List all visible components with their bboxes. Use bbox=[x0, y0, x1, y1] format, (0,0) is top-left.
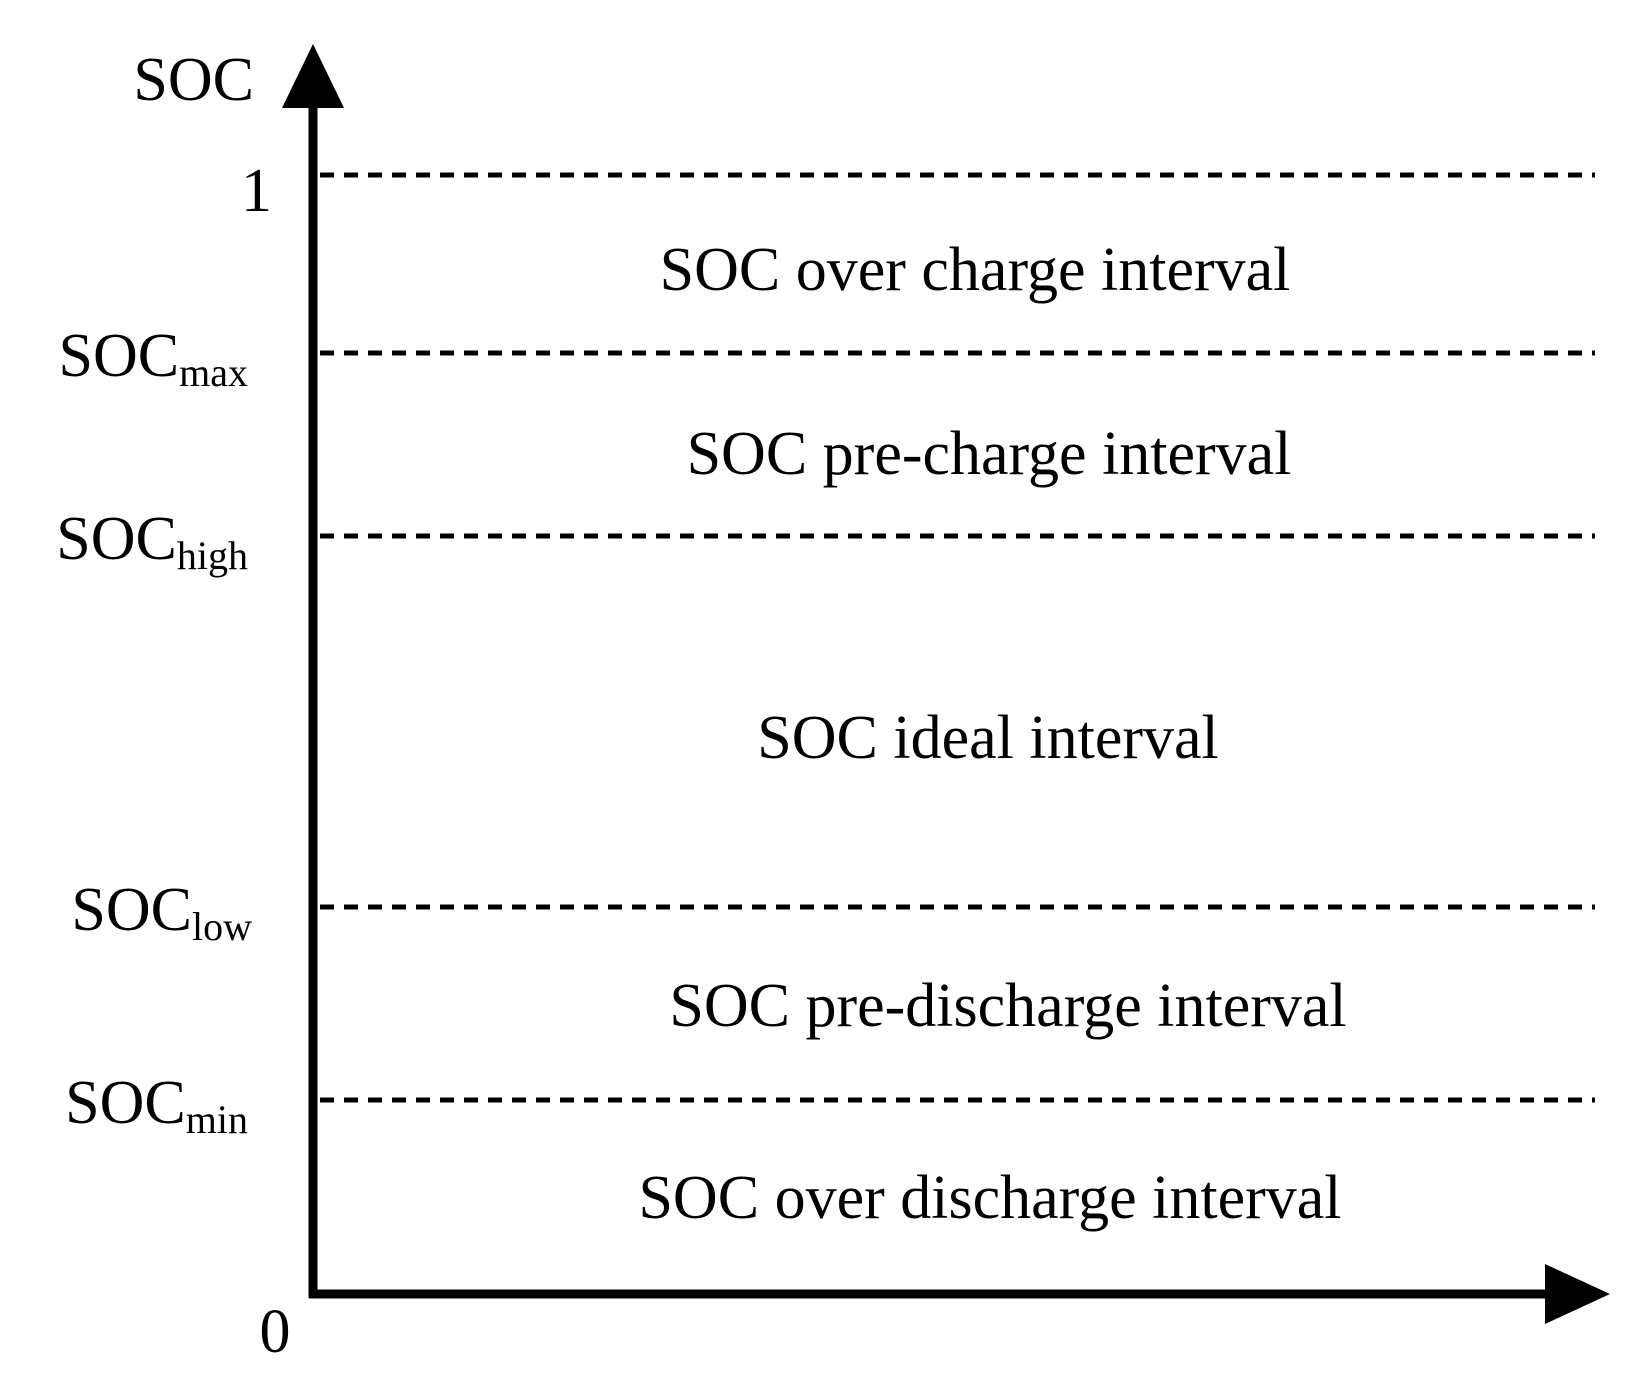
level-label-high: SOChigh bbox=[56, 505, 248, 578]
region-label-pre-discharge: SOC pre-discharge interval bbox=[669, 972, 1346, 1040]
axis-origin-label: 0 bbox=[260, 1298, 291, 1366]
level-label-min: SOCmin bbox=[65, 1069, 248, 1142]
region-label-over-charge: SOC over charge interval bbox=[660, 236, 1291, 304]
region-label-over-discharge: SOC over discharge interval bbox=[638, 1164, 1341, 1232]
level-label-low: SOClow bbox=[71, 876, 252, 949]
y-axis-arrowhead bbox=[282, 44, 344, 108]
level-label-max: SOCmax bbox=[59, 322, 248, 395]
region-label-pre-charge: SOC pre-charge interval bbox=[687, 420, 1292, 488]
threshold-lines bbox=[320, 172, 1595, 1103]
region-label-ideal: SOC ideal interval bbox=[757, 704, 1218, 772]
y-axis-top-value: 1 bbox=[241, 157, 272, 225]
y-axis-title: SOC bbox=[133, 46, 254, 114]
x-axis-arrowhead bbox=[1545, 1264, 1610, 1324]
